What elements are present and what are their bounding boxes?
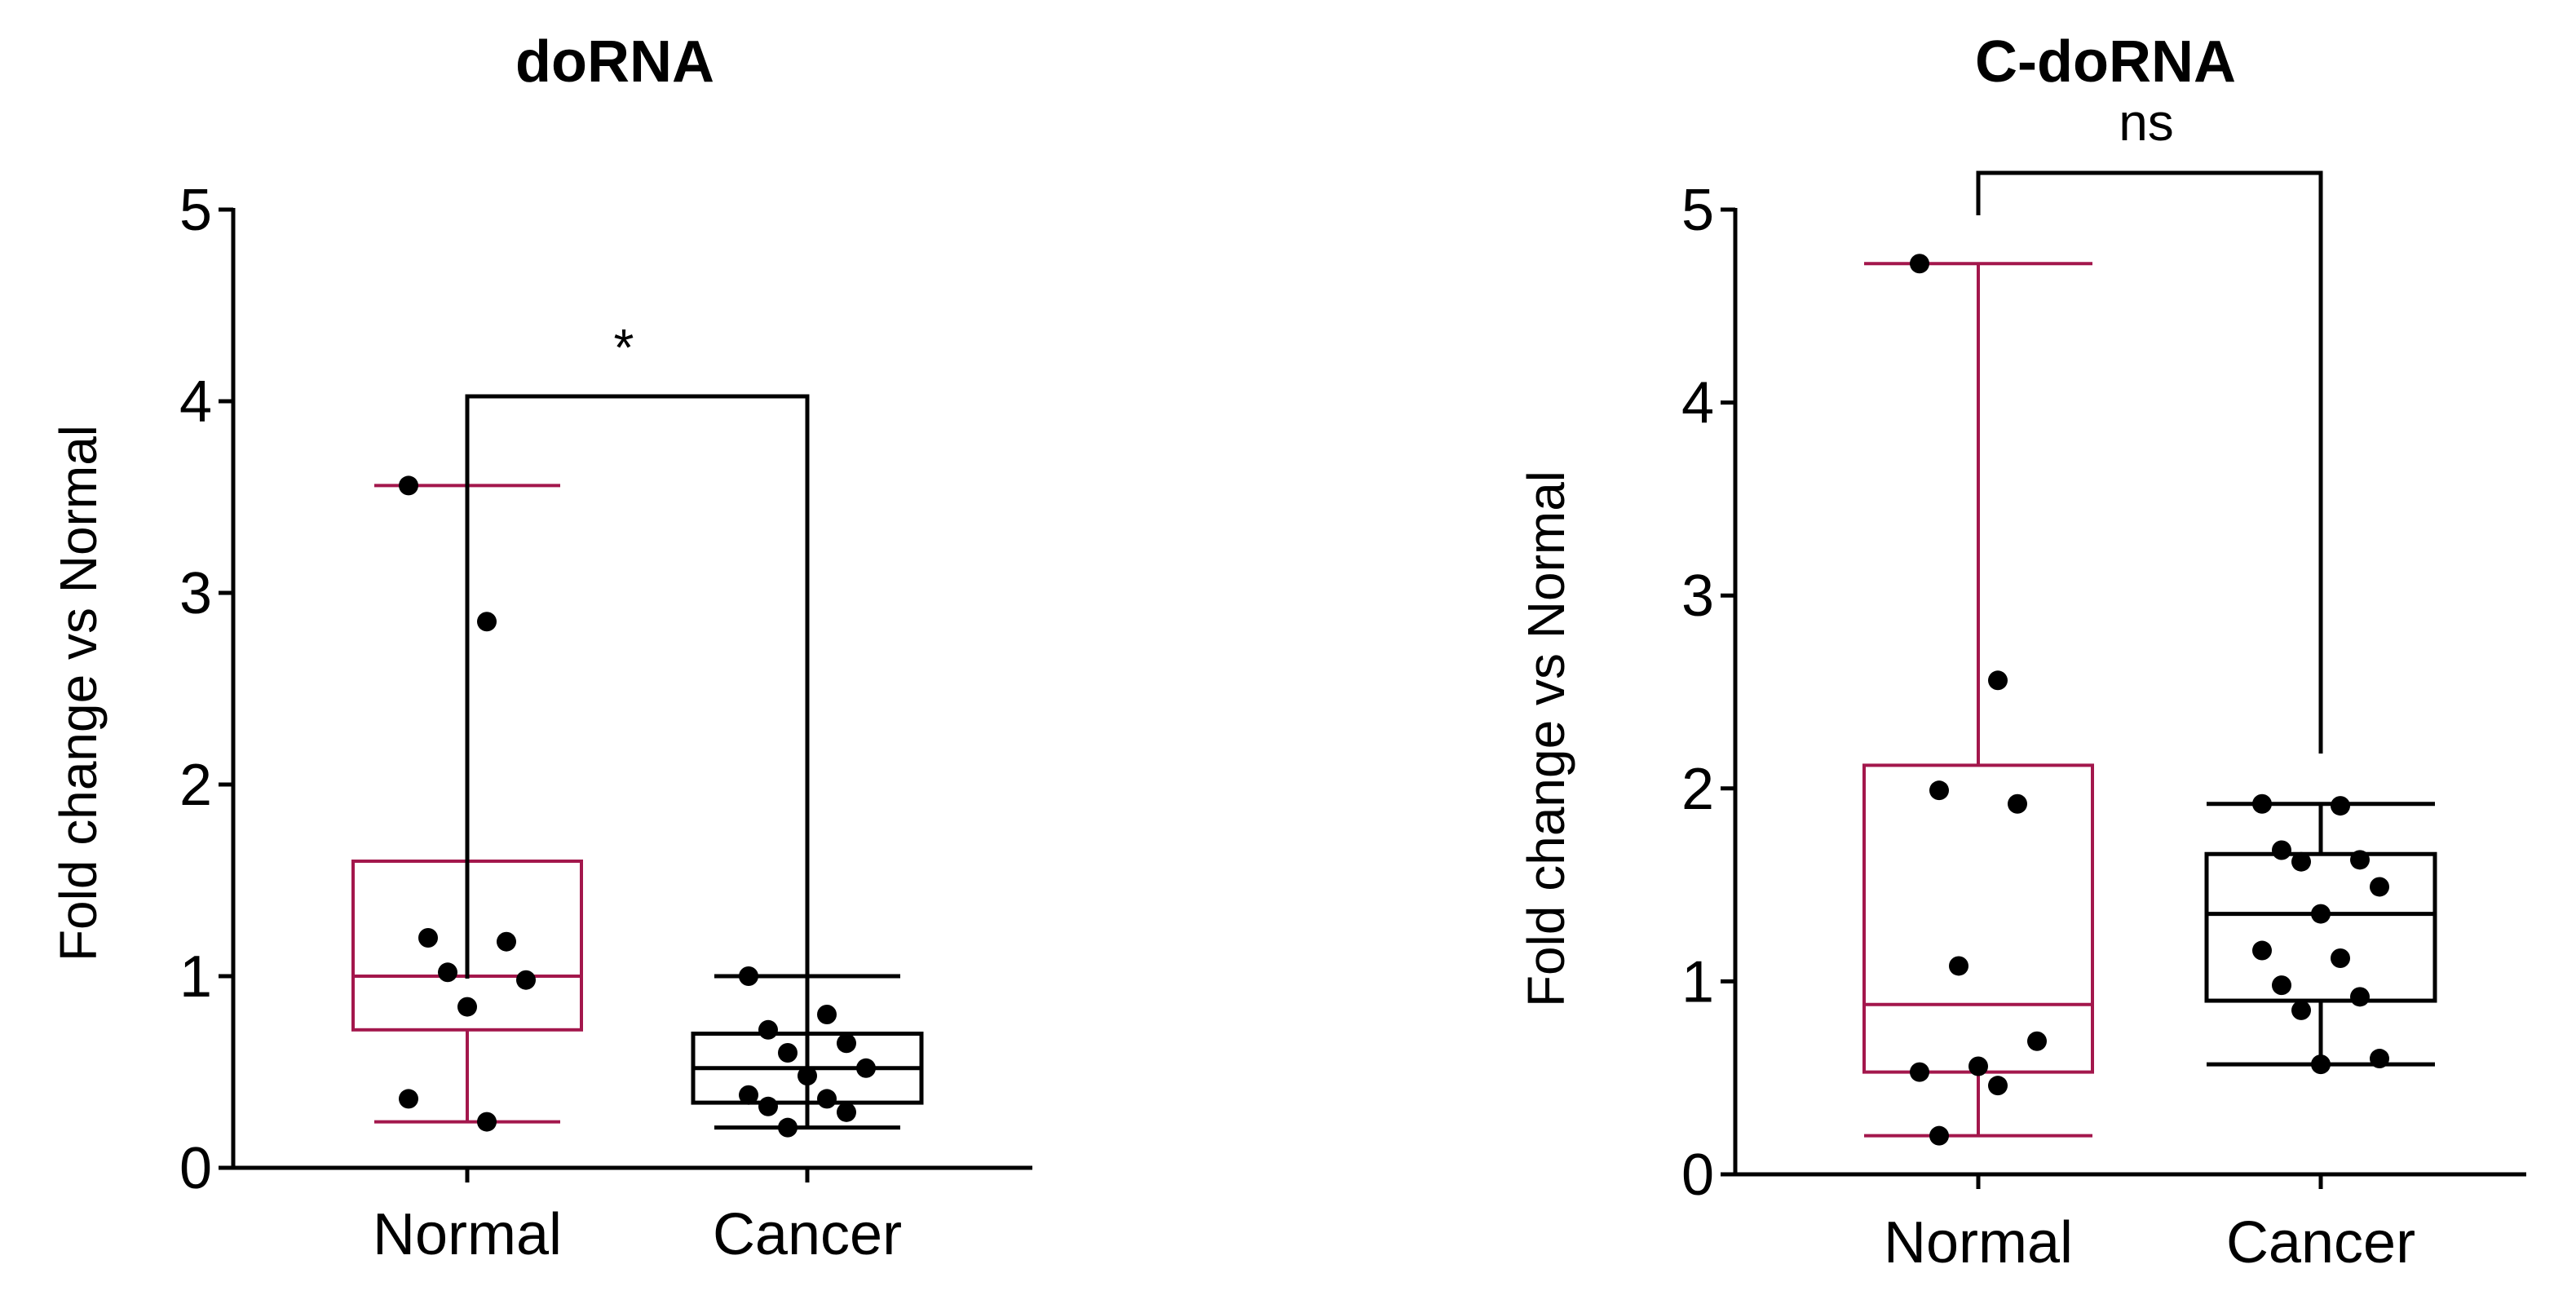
data-point [399, 1089, 418, 1109]
data-point [1949, 956, 1968, 976]
data-point [758, 1096, 778, 1116]
data-point [2272, 975, 2291, 996]
data-point [856, 1058, 876, 1078]
y-tick-label: 3 [179, 561, 212, 626]
significance-bracket [1976, 170, 2323, 754]
data-point [1988, 670, 2008, 691]
data-point [1968, 1056, 1988, 1076]
chart-title: doRNA [515, 29, 714, 95]
x-tick-label: Cancer [2226, 1210, 2415, 1275]
y-tick-label: 2 [1681, 757, 1714, 822]
x-tick-label: Cancer [713, 1202, 902, 1267]
panel-dorna: doRNA Fold change vs Normal 0 1 2 3 4 5 Normal… [49, 29, 1032, 1267]
data-point [778, 1117, 798, 1138]
data-point [2272, 840, 2291, 860]
y-axis-label: Fold change vs Normal [49, 425, 108, 961]
data-point [1910, 1062, 1929, 1082]
data-point [477, 1112, 497, 1132]
y-tick-label: 4 [1681, 371, 1714, 436]
data-point [2370, 877, 2389, 897]
y-tick-label: 1 [1681, 949, 1714, 1014]
data-point [2311, 1054, 2331, 1075]
data-point [2331, 948, 2350, 969]
data-point [399, 475, 418, 496]
y-tick-label: 4 [179, 369, 212, 435]
data-point [1910, 254, 1929, 274]
y-tick-label: 3 [1681, 564, 1714, 629]
y-tick-label: 2 [179, 753, 212, 818]
x-tick-label: Normal [1884, 1210, 2073, 1275]
data-point [2370, 1049, 2389, 1069]
y-tick-label: 0 [179, 1136, 212, 1201]
data-point [2350, 987, 2370, 1007]
chart-title: C-doRNA [1975, 29, 2236, 95]
data-point [1988, 1076, 2008, 1096]
data-point [2311, 904, 2331, 924]
data-point [837, 1102, 856, 1122]
data-point [477, 612, 497, 632]
data-point [778, 1043, 798, 1063]
data-point [2331, 796, 2350, 816]
panel-c-dorna: C-doRNA Fold change vs Normal 0 1 2 3 4 5 Norm… [1517, 29, 2526, 1275]
data-point [516, 970, 536, 990]
data-point [1929, 1125, 1949, 1146]
data-point [438, 962, 457, 983]
data-point [457, 997, 477, 1017]
data-point [2252, 940, 2272, 961]
box-iqr [2204, 851, 2437, 1003]
box-iqr [1862, 763, 2094, 1074]
significance-label: * [614, 318, 634, 377]
data-point [2027, 1031, 2047, 1051]
data-point [2008, 793, 2027, 814]
data-point [1929, 780, 1949, 801]
data-point [2291, 1000, 2311, 1020]
data-point [2291, 851, 2311, 872]
data-point [497, 931, 516, 952]
y-tick-label: 0 [1681, 1143, 1714, 1208]
data-point [418, 928, 438, 948]
data-point [739, 966, 758, 986]
data-point [817, 1089, 837, 1109]
x-tick-label: Normal [373, 1202, 562, 1267]
data-point [837, 1033, 856, 1054]
y-tick-label: 5 [1681, 178, 1714, 243]
data-point [2252, 793, 2272, 814]
data-point [739, 1085, 758, 1105]
significance-bracket [465, 394, 810, 1101]
y-axis-label: Fold change vs Normal [1517, 471, 1575, 1007]
y-tick-label: 1 [179, 944, 212, 1010]
data-point [817, 1005, 837, 1024]
data-point [758, 1019, 778, 1040]
data-point [2350, 850, 2370, 870]
significance-label: ns [2119, 93, 2174, 152]
y-tick-label: 5 [179, 178, 212, 243]
